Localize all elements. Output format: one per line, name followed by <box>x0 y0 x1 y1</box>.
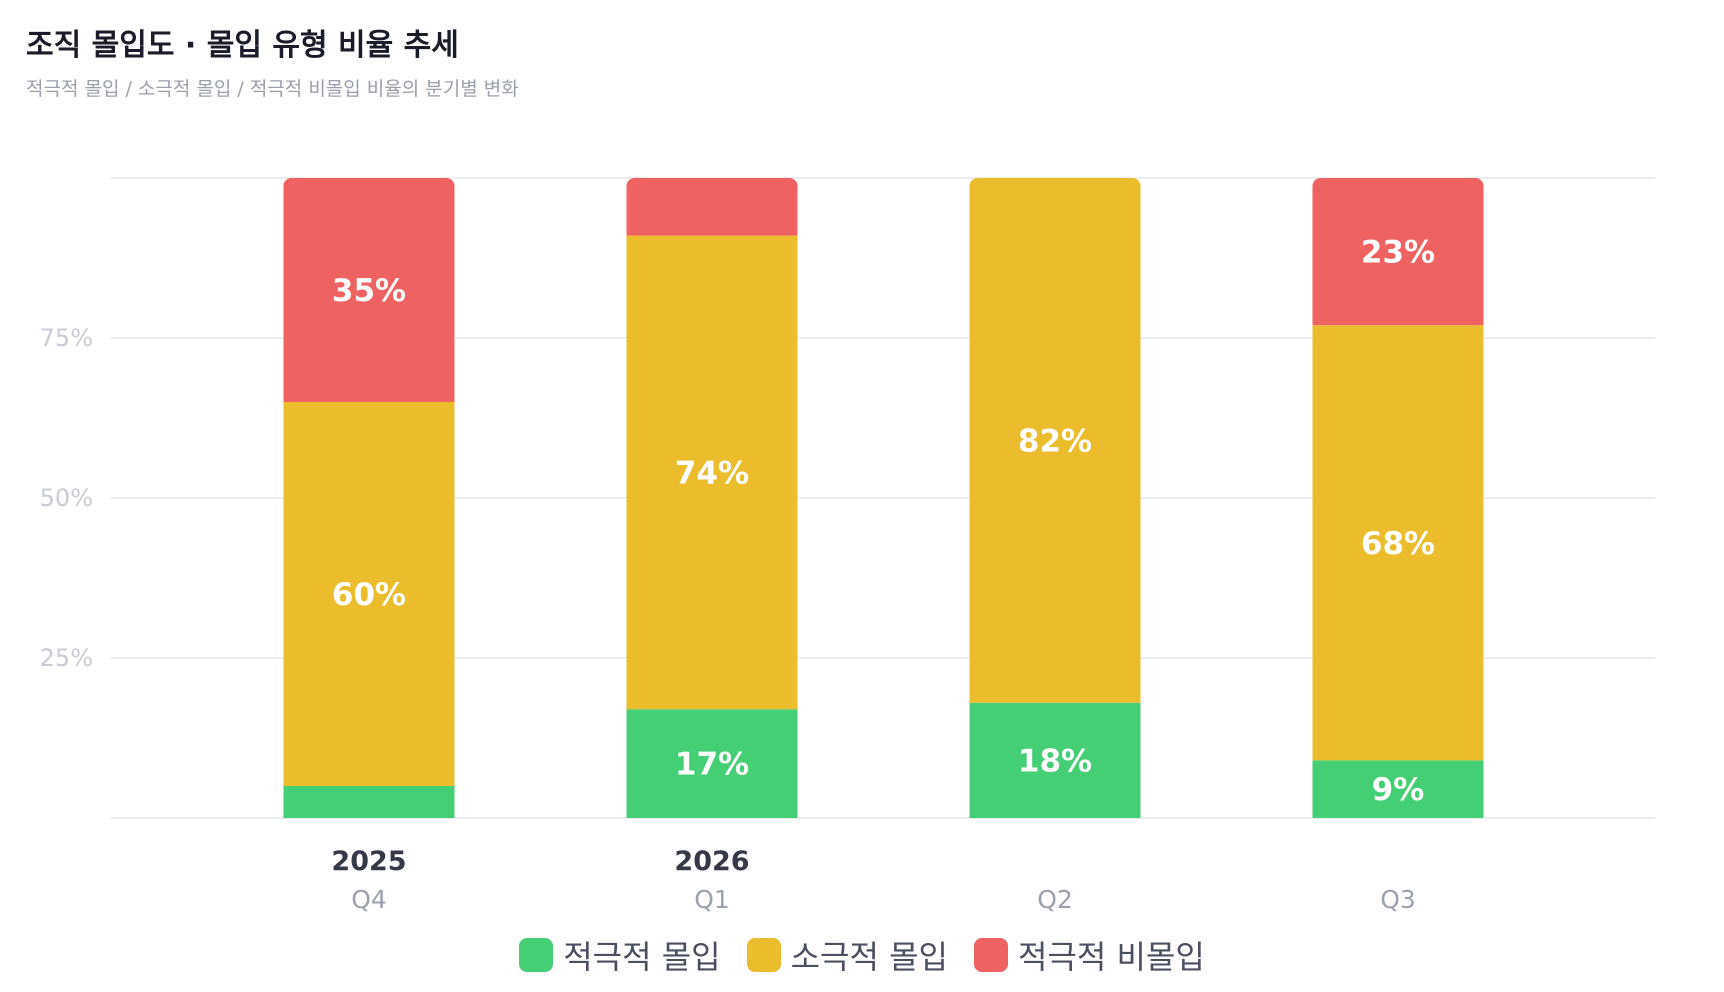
x-tick-year: 2026 <box>674 846 749 877</box>
legend-label-passive: 소극적 몰입 <box>790 938 948 976</box>
data-label-active: 17% <box>675 747 749 783</box>
y-tick-label: 25% <box>40 644 93 672</box>
legend-swatch-passive <box>746 938 781 972</box>
legend-label-disengaged: 적극적 비몰입 <box>1017 938 1205 976</box>
legend-label-active: 적극적 몰입 <box>563 938 721 976</box>
bar-segment-active[interactable] <box>969 702 1141 818</box>
bar-segment-passive[interactable] <box>626 235 798 710</box>
chart-legend: 적극적 몰입 소극적 몰입 적극적 비몰입 <box>0 932 1724 978</box>
y-tick-label: 50% <box>40 484 93 512</box>
bar-segment-passive[interactable] <box>969 178 1141 703</box>
data-label-passive: 68% <box>1361 526 1435 562</box>
chart-subtitle: 적극적 몰입 / 소극적 몰입 / 적극적 비몰입 비율의 분기별 변화 <box>26 78 519 100</box>
legend-item-disengaged[interactable]: 적극적 비몰입 <box>973 932 1205 978</box>
legend-item-active[interactable]: 적극적 몰입 <box>519 932 721 978</box>
x-tick-year: 2025 <box>331 846 406 877</box>
data-label-disengaged: 35% <box>332 273 406 309</box>
data-label-passive: 60% <box>332 577 406 613</box>
data-label-active: 9% <box>1372 772 1425 808</box>
stacked-bar-chart: 25% 50% 75% 60% 35% 2025 Q4 17% 74% 2026 Q1 18% 82% Q… <box>40 177 1655 914</box>
bar-segment-disengaged[interactable] <box>1312 178 1484 326</box>
y-tick-label: 75% <box>40 324 93 352</box>
x-tick-quarter: Q2 <box>1037 885 1073 914</box>
data-label-passive: 82% <box>1018 423 1092 459</box>
x-tick-quarter: Q3 <box>1380 885 1416 914</box>
bar-segment-active[interactable] <box>283 786 455 818</box>
data-label-passive: 74% <box>675 455 749 491</box>
legend-swatch-active <box>519 938 554 972</box>
data-label-disengaged: 23% <box>1361 235 1435 271</box>
legend-item-passive[interactable]: 소극적 몰입 <box>746 932 948 978</box>
bar-segment-passive[interactable] <box>283 402 455 786</box>
bar-segment-disengaged[interactable] <box>626 178 798 236</box>
chart-title: 조직 몰입도 · 몰입 유형 비율 추세 <box>26 28 459 63</box>
bar-segment-active[interactable] <box>626 709 798 818</box>
x-tick-quarter: Q4 <box>351 885 387 914</box>
legend-swatch-disengaged <box>973 938 1008 972</box>
x-tick-quarter: Q1 <box>694 885 730 914</box>
bar-segment-disengaged[interactable] <box>283 178 455 402</box>
data-label-active: 18% <box>1018 743 1092 779</box>
bar-segment-passive[interactable] <box>1312 325 1484 761</box>
bar-segment-active[interactable] <box>1312 760 1484 818</box>
